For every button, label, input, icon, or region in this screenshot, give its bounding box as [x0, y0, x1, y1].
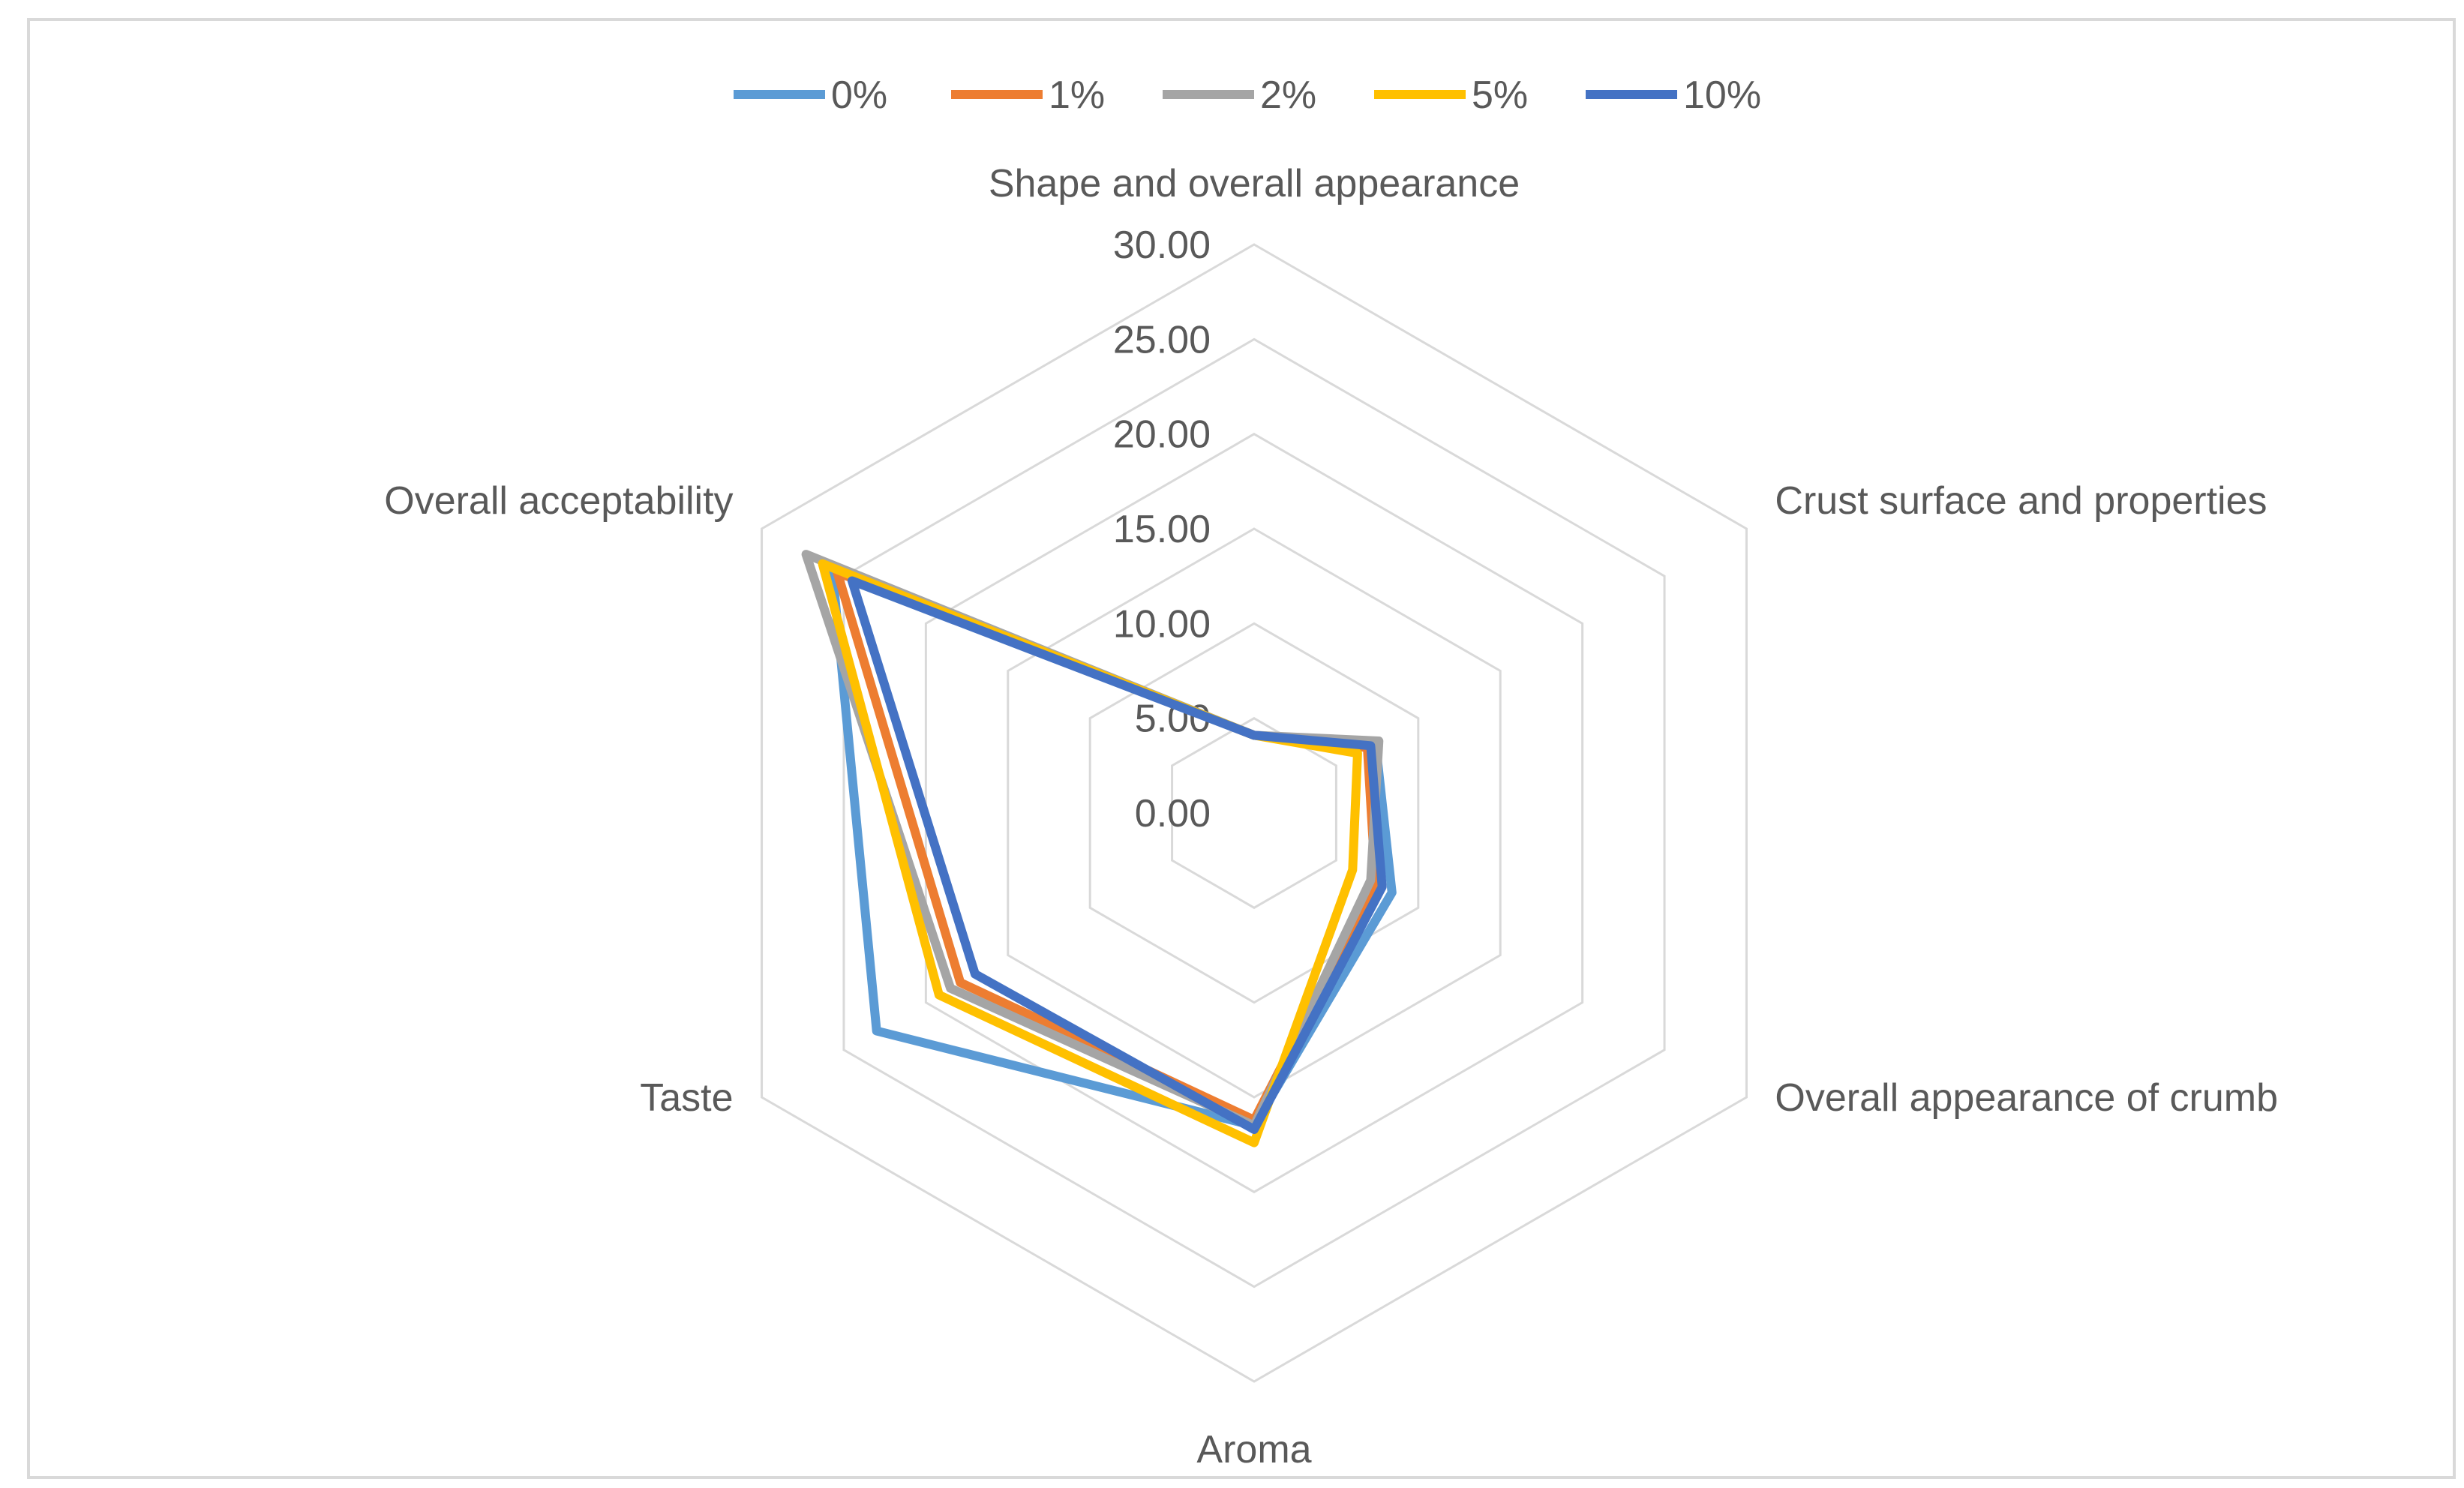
- tick-label: 25.00: [1113, 318, 1211, 362]
- legend-label: 10%: [1683, 74, 1761, 117]
- grid-ring-1: [1171, 716, 1337, 910]
- legend: 0% 1% 2% 5% 10%: [734, 74, 1761, 117]
- tick-label: 20.00: [1113, 413, 1211, 457]
- axis-label-0: Shape and overall appearance: [989, 162, 1520, 206]
- series-line-10pct: [847, 576, 1387, 1134]
- grid-ring-6: [761, 243, 1748, 1383]
- axis-label-1: Crust surface and properties: [1775, 479, 2267, 523]
- grid-ring-4: [924, 432, 1584, 1194]
- series-layer: [801, 550, 1397, 1148]
- axis-label-2: Overall appearance of crumb: [1775, 1076, 2278, 1120]
- axis-label-5: Overall acceptability: [384, 479, 733, 523]
- axis-labels: Shape and overall appearance Crust surfac…: [384, 162, 2278, 1472]
- legend-label: 1%: [1049, 74, 1105, 117]
- legend-label: 2%: [1260, 74, 1316, 117]
- tick-label: 10.00: [1113, 602, 1211, 646]
- tick-label: 0.00: [1135, 792, 1211, 836]
- tick-label: 30.00: [1113, 224, 1211, 267]
- tick-label: 15.00: [1113, 508, 1211, 551]
- axis-label-4: Taste: [640, 1076, 733, 1120]
- legend-label: 5%: [1472, 74, 1528, 117]
- grid-layer: [761, 243, 1748, 1383]
- series-line-5pct: [818, 559, 1362, 1148]
- legend-label: 0%: [831, 74, 887, 117]
- grid-ring-2: [1088, 622, 1420, 1004]
- axis-label-3: Aroma: [1196, 1428, 1311, 1472]
- chart-frame: 0.00 5.00 10.00 15.00 20.00 25.00 30.00 Shape …: [27, 18, 2456, 1479]
- grid-ring-3: [1007, 527, 1502, 1099]
